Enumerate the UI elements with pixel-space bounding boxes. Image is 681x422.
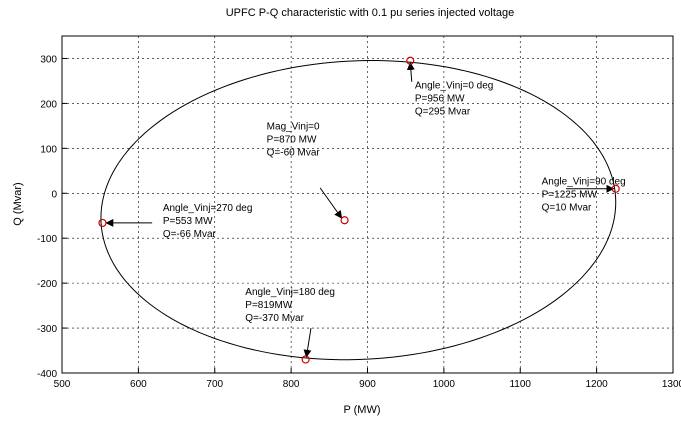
annotation-text: P=819MW bbox=[245, 300, 293, 311]
x-tick-label: 500 bbox=[54, 379, 71, 390]
data-point bbox=[406, 56, 415, 65]
annotation-text: Q=-370 Mvar bbox=[245, 313, 304, 324]
annotation-text: Q=-60 Mvar bbox=[267, 147, 321, 158]
annotation-text: Mag_Vinj=0 bbox=[267, 121, 320, 132]
annotation: Mag_Vinj=0 P=870 MW Q=-60 Mvar bbox=[267, 121, 343, 219]
data-point bbox=[611, 184, 620, 193]
data-point bbox=[340, 216, 349, 225]
annotation-text: Angle_Vinj=270 deg bbox=[163, 203, 253, 214]
x-tick-label: 1300 bbox=[662, 379, 681, 390]
grid-lines bbox=[62, 36, 673, 373]
data-points bbox=[98, 56, 620, 364]
annotation-text: Angle_Vinj=90 deg bbox=[542, 176, 626, 187]
x-tick-label: 1000 bbox=[433, 379, 456, 390]
y-tick-label: -200 bbox=[37, 279, 57, 290]
x-tick-label: 1200 bbox=[586, 379, 609, 390]
x-tick-label: 1100 bbox=[509, 379, 531, 390]
x-tick-label: 900 bbox=[359, 379, 376, 390]
x-tick-label: 600 bbox=[130, 379, 147, 390]
y-tick-label: 300 bbox=[40, 54, 57, 65]
data-point bbox=[301, 355, 310, 364]
x-axis-label: P (MW) bbox=[343, 404, 380, 416]
annotation-text: Q=-66 Mvar bbox=[163, 229, 217, 240]
y-tick-label: -100 bbox=[37, 234, 57, 245]
chart-title: UPFC P-Q characteristic with 0.1 pu seri… bbox=[226, 7, 515, 19]
x-axis-ticks: 500 600 700 800 900 1000 1100 1200 1300 bbox=[54, 368, 681, 390]
annotation-text: Angle_Vinj=0 deg bbox=[415, 81, 494, 92]
annotation-arrow bbox=[319, 187, 343, 219]
y-tick-label: 100 bbox=[40, 144, 57, 155]
annotation-text: Angle_Vinj=180 deg bbox=[245, 287, 335, 298]
annotation: Angle_Vinj=90 deg P=1225 MW Q=10 Mvar bbox=[542, 176, 626, 213]
annotation-arrow bbox=[303, 327, 312, 358]
annotation: Angle_Vinj=270 deg P=553 MW Q=-66 Mvar bbox=[105, 203, 253, 240]
y-tick-label: -400 bbox=[37, 369, 57, 380]
annotation-text: P=1225 MW bbox=[542, 189, 598, 200]
annotation-text: Q=295 Mvar bbox=[415, 107, 471, 118]
annotation-text: P=956 MW bbox=[415, 94, 465, 105]
annotation: Angle_Vinj=0 deg P=956 MW Q=295 Mvar bbox=[406, 61, 494, 118]
annotation-arrow bbox=[406, 61, 415, 82]
annotation: Angle_Vinj=180 deg P=819MW Q=-370 Mvar bbox=[245, 287, 335, 358]
y-tick-label: 0 bbox=[51, 189, 57, 200]
y-tick-label: 200 bbox=[40, 99, 57, 110]
y-axis-ticks: -400 -300 -200 -100 0 100 200 300 bbox=[37, 54, 67, 380]
annotation-text: P=553 MW bbox=[163, 216, 213, 227]
x-tick-label: 800 bbox=[283, 379, 300, 390]
data-point bbox=[98, 218, 107, 228]
pq-ellipse-curve bbox=[100, 60, 617, 361]
y-tick-label: -300 bbox=[37, 324, 57, 335]
annotation-text: P=870 MW bbox=[267, 134, 317, 145]
x-tick-label: 700 bbox=[206, 379, 223, 390]
y-axis-label: Q (Mvar) bbox=[12, 182, 24, 225]
annotation-text: Q=10 Mvar bbox=[542, 202, 592, 213]
